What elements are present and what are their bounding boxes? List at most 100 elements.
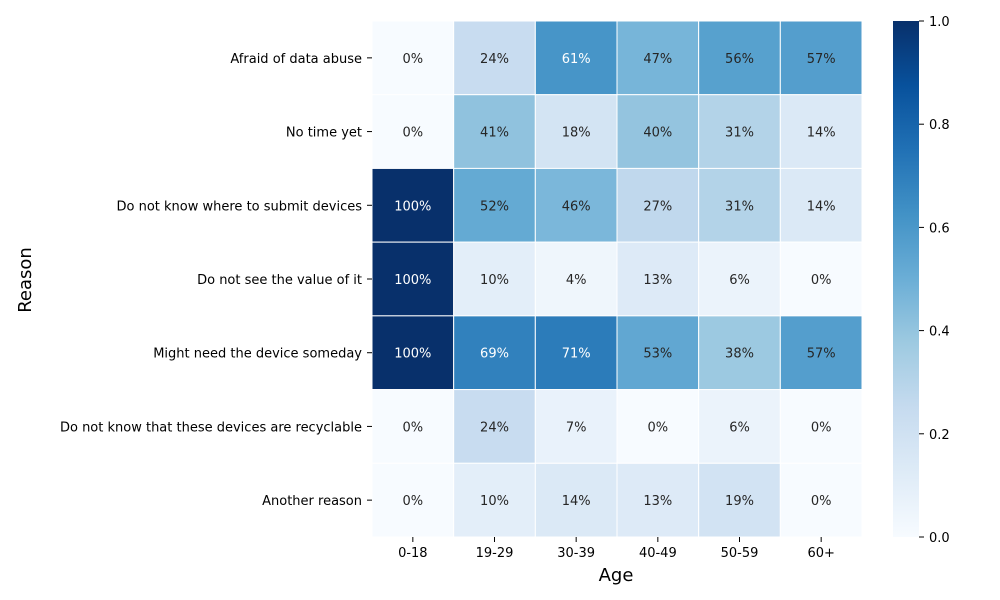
x-axis: 0-18 19-29 30-39 40-49 50-59 60+ (398, 537, 835, 561)
colorbar-ticks: 0.0 0.2 0.4 0.6 0.8 1.0 (919, 15, 950, 546)
colorbar-tick-label: 0.4 (929, 325, 950, 340)
cell-value-label: 6% (729, 420, 750, 435)
heatmap-cell (453, 94, 536, 169)
cell-value-label: 38% (725, 347, 754, 362)
heatmap-cell (616, 241, 700, 317)
cell-value-label: 46% (562, 199, 591, 214)
cell-value-label: 13% (643, 494, 672, 509)
cell-value-label: 0% (403, 494, 424, 509)
cell-value-label: 0% (403, 420, 424, 435)
cell-value-label: 24% (480, 52, 509, 67)
cell-value-label: 18% (562, 126, 591, 141)
heatmap-cell (453, 167, 536, 243)
cell-value-label: 24% (480, 420, 509, 435)
cell-value-label: 61% (562, 52, 591, 67)
cell-value-label: 41% (480, 126, 509, 141)
heatmap-cell (616, 315, 700, 391)
x-tick-label: 40-49 (639, 546, 677, 561)
x-tick-label: 19-29 (476, 546, 514, 561)
cell-value-label: 7% (566, 420, 587, 435)
cell-value-label: 100% (394, 199, 431, 214)
colorbar-tick-label: 0.0 (929, 531, 950, 546)
y-tick-label: Afraid of data abuse (230, 52, 362, 67)
cell-value-label: 40% (643, 126, 672, 141)
cell-value-label: 4% (566, 273, 587, 288)
cell-value-label: 0% (403, 126, 424, 141)
heatmap-cell (698, 315, 781, 391)
cell-value-label: 0% (811, 494, 832, 509)
heatmap-cell (779, 241, 863, 317)
heatmap-cell (534, 315, 618, 391)
heatmap-cell (616, 167, 700, 243)
heatmap-cell (779, 94, 863, 169)
heatmap-cell (698, 167, 781, 243)
cell-value-label: 0% (811, 420, 832, 435)
heatmap-cell (698, 20, 781, 96)
heatmap-cell (371, 167, 455, 243)
cell-value-label: 6% (729, 273, 750, 288)
y-tick-label: No time yet (286, 126, 362, 141)
colorbar (893, 21, 919, 537)
cell-value-label: 47% (643, 52, 672, 67)
cell-value-label: 14% (807, 126, 836, 141)
cell-value-label: 53% (643, 347, 672, 362)
heatmap-cell (371, 462, 455, 538)
cell-value-label: 71% (562, 347, 591, 362)
heatmap-cell (453, 241, 536, 317)
heatmap-cell (534, 462, 618, 538)
y-tick-label: Do not know where to submit devices (117, 199, 363, 214)
cell-value-label: 19% (725, 494, 754, 509)
cell-value-label: 56% (725, 52, 754, 67)
cell-value-label: 57% (807, 347, 836, 362)
cell-value-label: 0% (648, 420, 669, 435)
heatmap-cell (779, 315, 863, 391)
heatmap-cell (371, 241, 455, 317)
heatmap-cell (616, 20, 700, 96)
y-axis-label: Reason (15, 247, 36, 313)
x-tick-label: 30-39 (557, 546, 595, 561)
cell-value-label: 14% (562, 494, 591, 509)
colorbar-tick-label: 1.0 (929, 15, 950, 30)
cell-value-label: 100% (394, 347, 431, 362)
y-tick-label: Another reason (262, 494, 362, 509)
cell-value-label: 27% (643, 199, 672, 214)
heatmap-cell (453, 20, 536, 96)
heatmap-cell (779, 462, 863, 538)
heatmap-cell (698, 389, 781, 464)
y-axis: Afraid of data abuse No time yet Do not kn… (60, 52, 372, 509)
heatmap-cell (371, 389, 455, 464)
cell-value-label: 57% (807, 52, 836, 67)
cell-value-label: 0% (403, 52, 424, 67)
heatmap-cell (371, 315, 455, 391)
cell-value-label: 69% (480, 347, 509, 362)
cell-value-label: 52% (480, 199, 509, 214)
cell-value-label: 10% (480, 494, 509, 509)
x-tick-label: 60+ (807, 546, 834, 561)
heatmap-cell (616, 94, 700, 169)
cell-value-label: 13% (643, 273, 672, 288)
heatmap-cell (534, 241, 618, 317)
heatmap-cell (534, 20, 618, 96)
cell-value-label: 0% (811, 273, 832, 288)
heatmap-cell (779, 20, 863, 96)
heatmap-cell-labels: 0% 24% 61% 47% 56% 57% 0% 41% 18% 40% 31% 14% 100% 52… (394, 52, 835, 509)
y-tick-label: Might need the device someday (153, 347, 362, 362)
cell-value-label: 14% (807, 199, 836, 214)
x-tick-label: 0-18 (398, 546, 428, 561)
colorbar-tick-label: 0.2 (929, 428, 950, 443)
heatmap-cell (616, 462, 700, 538)
y-tick-label: Do not know that these devices are recyc… (60, 420, 362, 435)
cell-value-label: 10% (480, 273, 509, 288)
x-axis-label: Age (599, 565, 634, 586)
cell-value-label: 31% (725, 199, 754, 214)
colorbar-tick-label: 0.6 (929, 221, 950, 236)
heatmap-cell (779, 167, 863, 243)
heatmap-cell (698, 241, 781, 317)
y-tick-label: Do not see the value of it (197, 273, 362, 288)
x-tick-label: 50-59 (721, 546, 759, 561)
cell-value-label: 100% (394, 273, 431, 288)
heatmap-cell (453, 462, 536, 538)
cell-value-label: 31% (725, 126, 754, 141)
heatmap-cell (779, 389, 863, 464)
